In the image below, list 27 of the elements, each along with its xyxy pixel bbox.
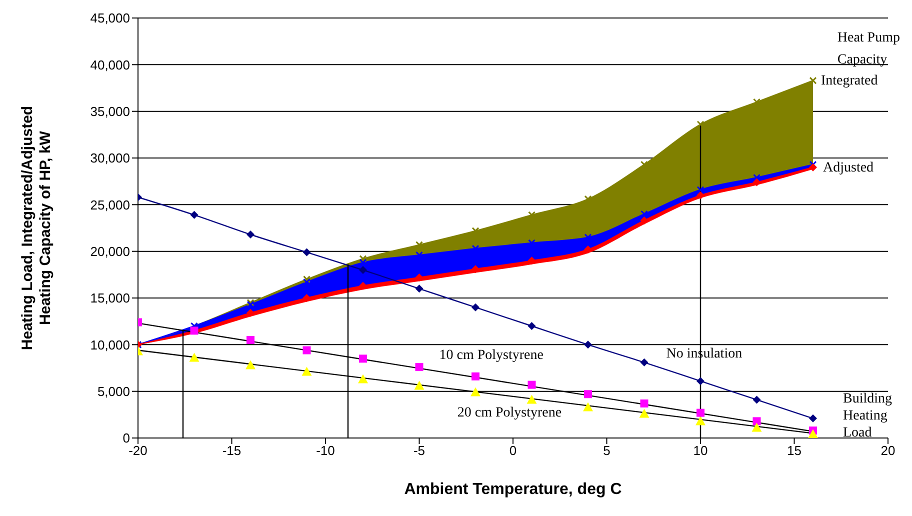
series-label: Adjusted	[823, 160, 874, 176]
y-tick-label: 45,000	[90, 10, 130, 26]
series-label: 20 cm Polystyrene	[457, 405, 562, 420]
x-tick-label: -15	[222, 443, 242, 458]
x-tick-label: 15	[787, 443, 802, 458]
y-tick-label: 10,000	[90, 337, 130, 352]
y-tick-label: 30,000	[90, 150, 130, 166]
y-tick-label: 35,000	[90, 104, 130, 119]
series-label: 10 cm Polystyrene	[439, 348, 544, 364]
x-tick-label: -10	[316, 443, 335, 458]
x-tick-label: 20	[880, 443, 896, 458]
annotation: Building Heating Load	[843, 392, 892, 441]
x-tick-label: -5	[413, 443, 426, 458]
y-tick-label: 5,000	[97, 384, 130, 399]
x-tick-label: 10	[693, 443, 708, 458]
x-tick-label: 5	[603, 443, 610, 458]
annotation: Heat Pump Capacity	[837, 30, 900, 68]
y-tick-label: 15,000	[90, 290, 130, 306]
x-tick-label: -20	[128, 443, 148, 458]
y-tick-label: 40,000	[90, 57, 130, 72]
y-tick-label: 20,000	[90, 244, 130, 259]
y-tick-label: 25,000	[90, 197, 130, 212]
x-axis-title: Ambient Temperature, deg C	[404, 481, 622, 498]
x-tick-label: 0	[509, 443, 517, 458]
y-tick-label: 0	[122, 430, 130, 446]
y-axis-title: Heating Load, Integrated/Adjusted Heating Capacity of HP, kW	[19, 106, 54, 350]
series-label: Integrated	[821, 74, 878, 89]
